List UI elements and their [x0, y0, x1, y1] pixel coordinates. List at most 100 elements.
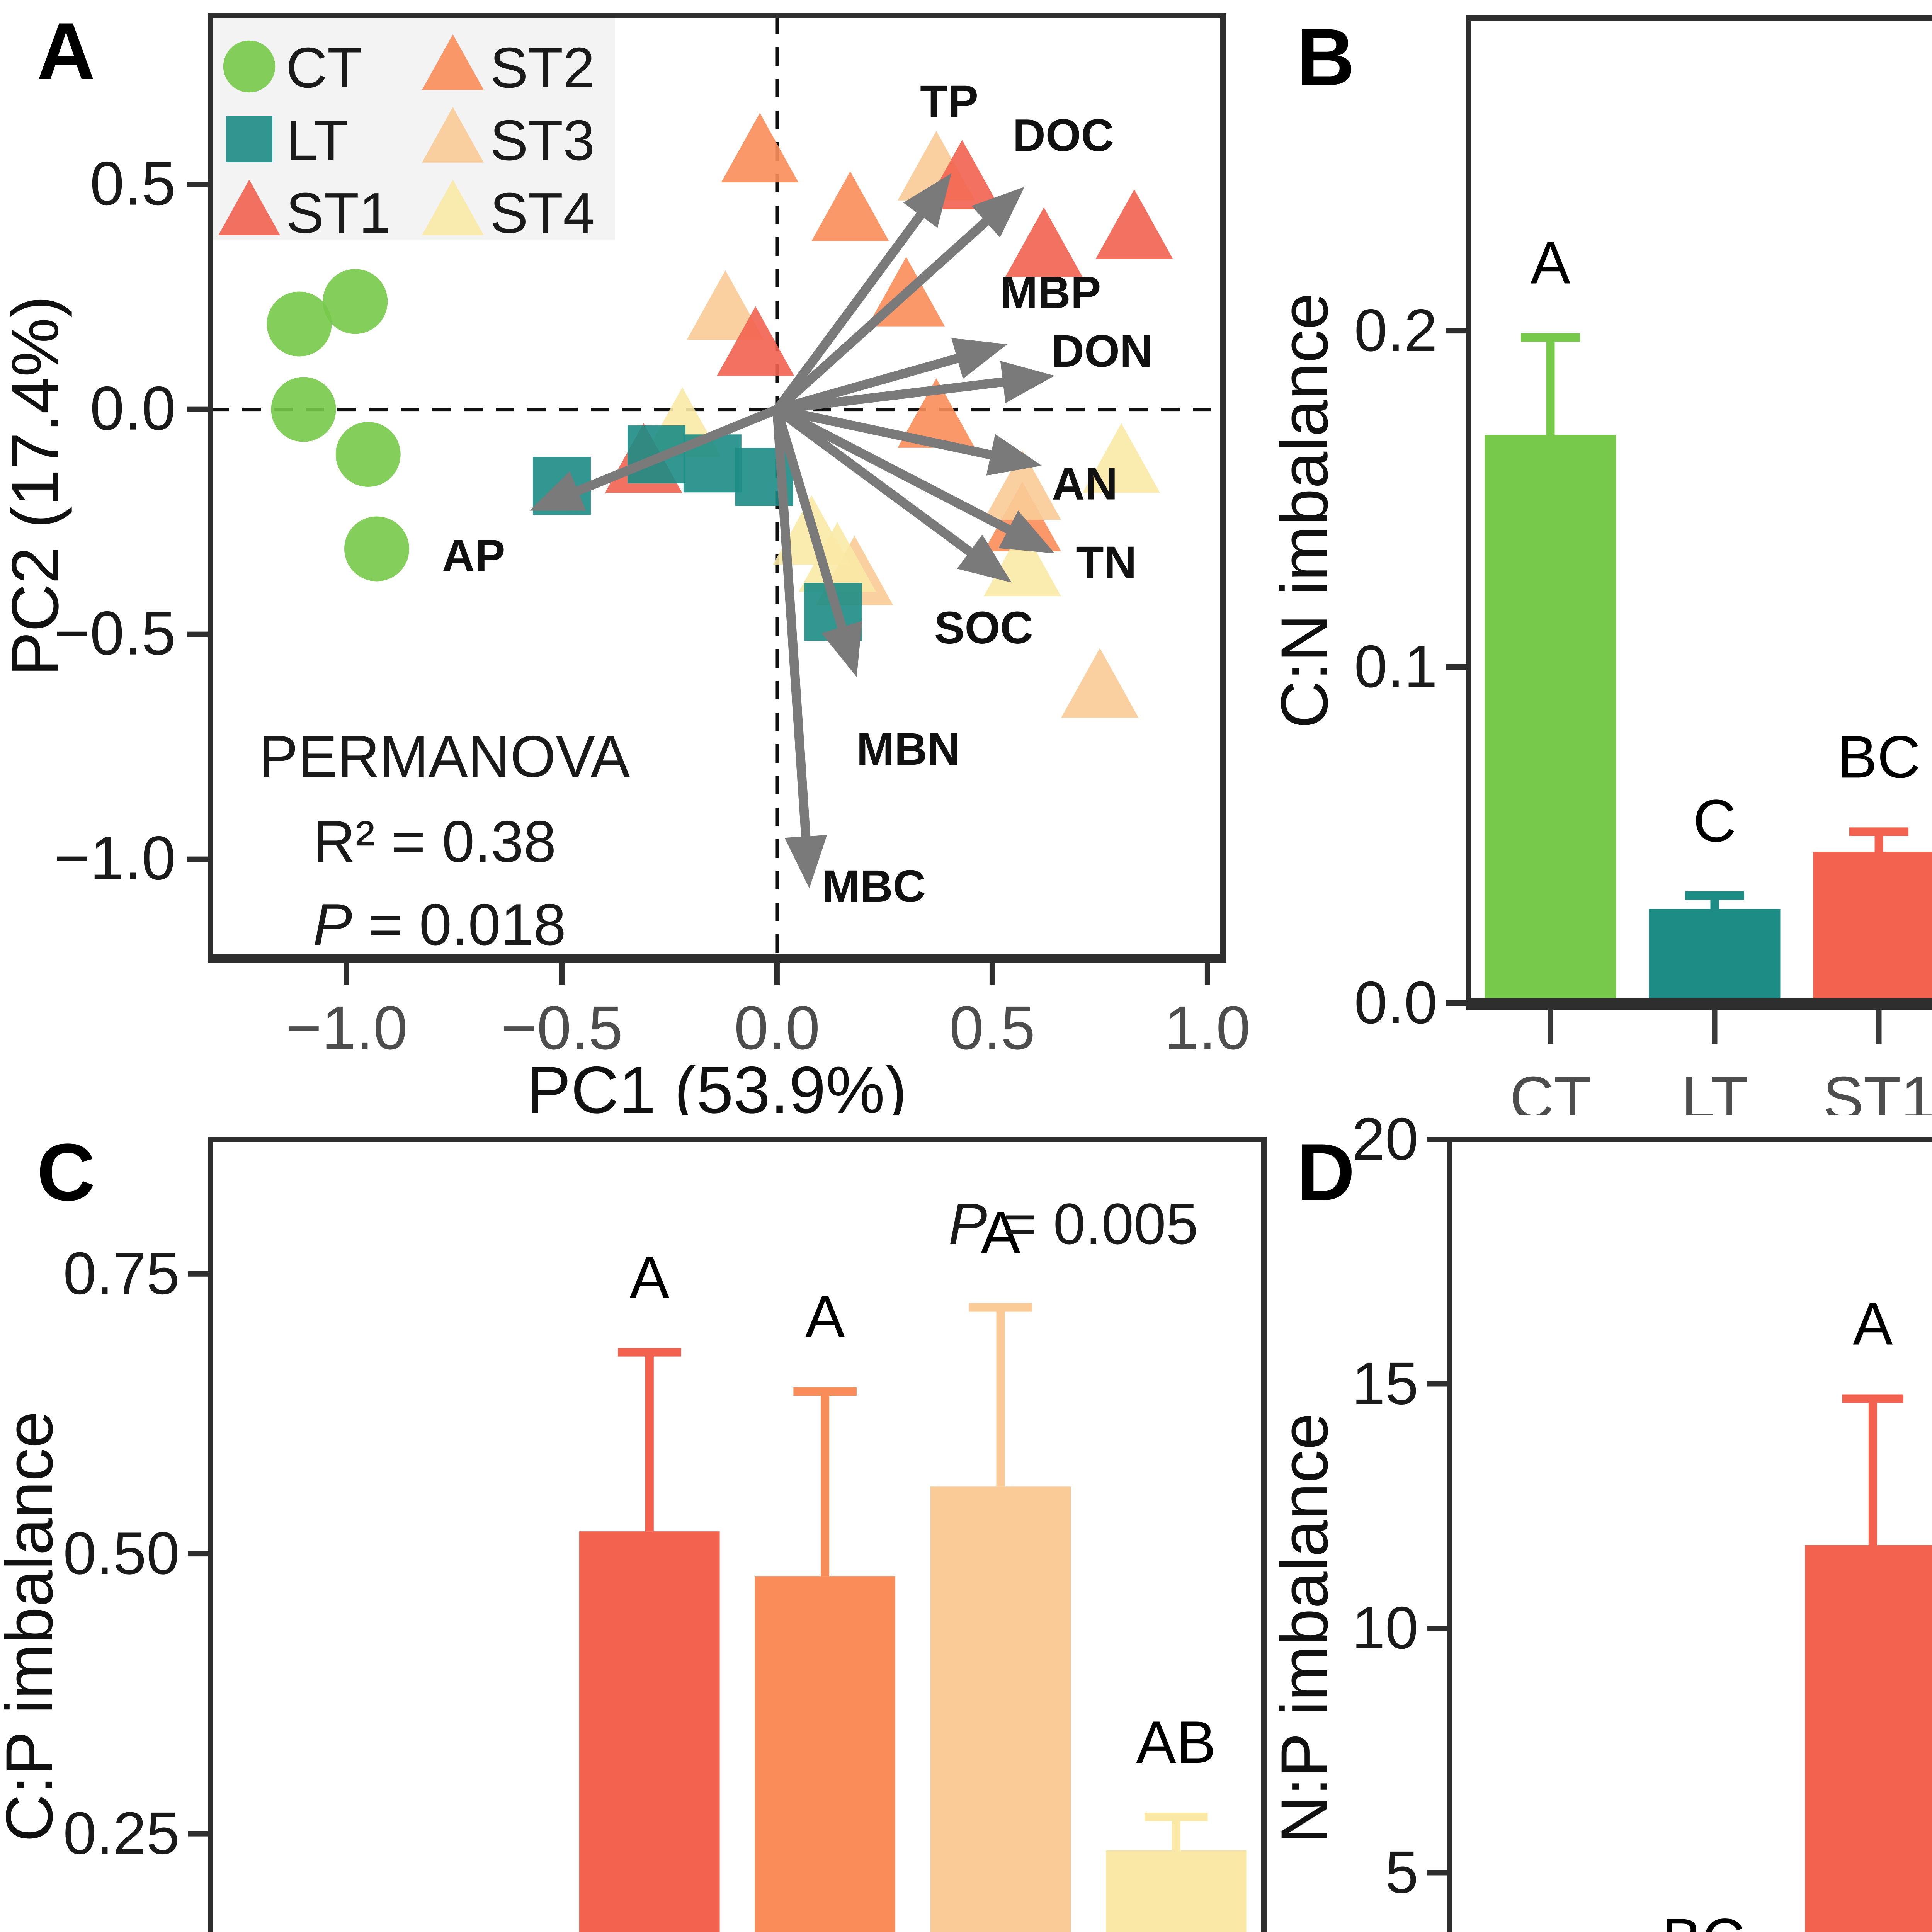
loading-arrow-MBN	[772, 408, 851, 643]
bar-CT	[1485, 435, 1616, 1003]
loading-arrow-TN	[775, 405, 1024, 541]
bar-ST1	[579, 1531, 720, 1932]
legend-marker-ST2	[422, 34, 484, 90]
panel-letter-C: C	[37, 1127, 95, 1218]
error-bar-CT	[1521, 333, 1580, 435]
permanova-p: P = 0.018	[313, 892, 566, 957]
legend: CT LT ST1 ST2 ST3 ST4	[213, 18, 615, 245]
scatter-point-ST2	[721, 113, 799, 183]
sig-letter-LT: BC	[1662, 1906, 1745, 1932]
x-tick-label: 0.5	[949, 993, 1035, 1062]
scatter-point-ST1	[1005, 207, 1083, 277]
loading-label-MBN: MBN	[856, 724, 960, 775]
loading-arrowhead-MBC	[784, 835, 827, 889]
loading-arrow-DON	[776, 375, 1019, 414]
legend-label-ST3: ST3	[490, 109, 595, 172]
error-bar-ST3	[969, 1303, 1032, 1487]
p-value-label: P = 0.005	[949, 1191, 1198, 1256]
loading-arrowhead-AN	[986, 434, 1042, 476]
category-label-CT: CT	[1510, 1064, 1591, 1115]
loading-arrow-AN	[776, 405, 1007, 463]
y-axis-title: N:P imbalance	[1275, 1413, 1342, 1844]
legend-marker-ST3	[422, 107, 484, 163]
scatter-point-CT	[323, 269, 388, 334]
loading-label-DON: DON	[1051, 326, 1153, 377]
scatter-point-CT	[335, 422, 401, 487]
loading-arrowhead-TP	[903, 173, 952, 228]
y-tick-label: 0.75	[63, 1240, 180, 1307]
legend-label-LT: LT	[286, 109, 349, 172]
error-bar-ST4	[1145, 1813, 1208, 1851]
scatter-point-ST4	[1083, 423, 1160, 493]
bar-ST2	[755, 1576, 895, 1932]
error-bar-ST1	[618, 1348, 681, 1532]
y-axis-title: PC2 (17.4%)	[0, 296, 72, 676]
panel-letter-A: A	[37, 6, 95, 97]
loading-arrow-TP	[773, 200, 934, 412]
loading-arrowhead-SOC	[957, 534, 1012, 583]
loading-arrowhead-DOC	[971, 187, 1025, 238]
permanova-r2: R² = 0.38	[313, 809, 556, 874]
x-tick-label: 1.0	[1165, 993, 1250, 1062]
category-label-LT: LT	[1681, 1064, 1748, 1115]
loading-label-TP: TP	[920, 76, 978, 127]
loading-arrow-SOC	[774, 405, 985, 565]
y-tick-label: 0.25	[63, 1800, 180, 1867]
scatter-point-ST3	[1061, 648, 1139, 718]
x-tick-label: −1.0	[286, 993, 408, 1062]
y-tick-label: 15	[1352, 1350, 1418, 1417]
x-tick-label: 0.0	[734, 993, 820, 1062]
legend-marker-ST1	[218, 179, 280, 235]
error-bar-LT	[1685, 891, 1744, 909]
legend-marker-ST4	[422, 179, 484, 235]
loading-label-AN: AN	[1052, 458, 1117, 509]
y-axis-title: C:P imbalance	[0, 1411, 66, 1842]
panel-letter-D: D	[1296, 1127, 1355, 1218]
panel-c-cp-imbalance-barchart: BCTBLTAST1AST2AST3ABST40.000.250.500.75P…	[0, 1115, 1275, 1932]
scatter-point-ST1	[1095, 189, 1173, 259]
sig-letter-ST2: A	[805, 1283, 845, 1350]
y-tick-label: 0.5	[90, 149, 176, 218]
bar-LT	[1649, 909, 1781, 1003]
plot-frame	[1466, 15, 1932, 1006]
scatter-point-CT	[271, 377, 336, 442]
error-bar-ST1	[1842, 1394, 1903, 1545]
loading-label-MBP: MBP	[1000, 267, 1101, 318]
panel-letter-B: B	[1296, 12, 1355, 102]
loading-label-MBC: MBC	[822, 861, 926, 912]
y-tick-label: 0.0	[90, 374, 176, 443]
scatter-point-ST2	[898, 378, 975, 448]
legend-marker-CT	[223, 40, 276, 93]
loading-arrowhead-MBP	[951, 338, 1007, 379]
legend-label-ST1: ST1	[286, 181, 391, 245]
bar-ST1	[1805, 1545, 1932, 1932]
error-bar-ST2	[793, 1387, 857, 1577]
y-tick-label: 0.0	[1354, 969, 1437, 1036]
legend-label-ST2: ST2	[490, 36, 595, 100]
legend-background	[213, 18, 615, 240]
loading-arrow-MBC	[772, 409, 812, 852]
category-label-ST1: ST1	[1823, 1064, 1932, 1115]
sig-letter-ST3: A	[981, 1199, 1021, 1266]
barchart-svg-C: BCTBLTAST1AST2AST3ABST40.000.250.500.75P…	[0, 1127, 1267, 1932]
scatter-point-CT	[344, 516, 409, 582]
y-tick-label: −0.5	[54, 599, 176, 668]
loading-label-SOC: SOC	[934, 602, 1033, 653]
panel-d-np-imbalance-barchart: CCTBCLTAST1ABST2ABST3BCST405101520P = 0.…	[1267, 1105, 1932, 1932]
y-tick-label: 0.2	[1354, 297, 1437, 364]
bar-ST4	[1106, 1850, 1247, 1932]
loading-arrowhead-TN	[998, 510, 1055, 554]
loading-label-AP: AP	[442, 531, 505, 582]
y-axis-title: C:N imbalance	[1275, 293, 1342, 729]
loading-arrow-MBP	[776, 350, 973, 414]
sig-letter-ST4: AB	[1136, 1709, 1216, 1776]
x-tick-label: −0.5	[501, 993, 623, 1062]
sig-letter-ST1: A	[1853, 1290, 1893, 1357]
loading-arrow-AP	[561, 405, 779, 501]
plot-frame	[1447, 1137, 1932, 1932]
legend-label-ST4: ST4	[490, 181, 595, 245]
y-tick-label: 0.50	[63, 1520, 180, 1587]
sig-letter-LT: C	[1693, 787, 1736, 854]
bar-ST1	[1813, 852, 1932, 1003]
